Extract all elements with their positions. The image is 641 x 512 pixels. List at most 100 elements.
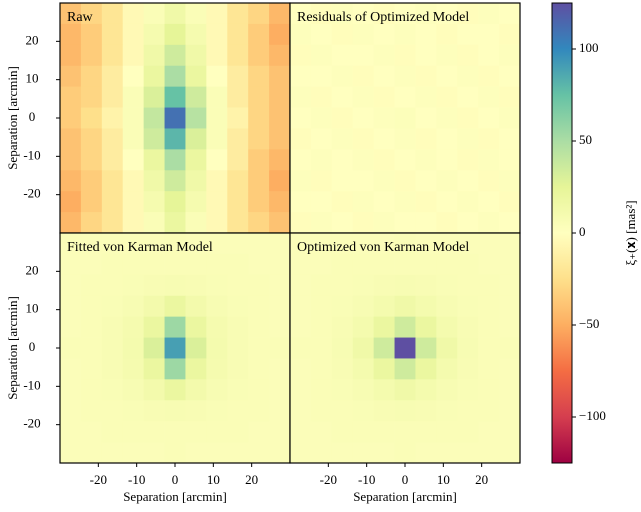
heatmap-cell: [478, 253, 500, 276]
heatmap-cell: [164, 379, 186, 401]
heatmap-cell: [310, 442, 333, 464]
heatmap-cell: [415, 44, 437, 67]
heatmap-cell: [227, 274, 249, 297]
heatmap-cell: [415, 3, 437, 25]
heatmap-cell: [185, 107, 207, 129]
heatmap-cell: [206, 379, 228, 401]
y-tick-label: 0: [29, 109, 36, 124]
heatmap-cell: [143, 86, 165, 108]
heatmap-cell: [436, 23, 458, 46]
heatmap-cell: [122, 3, 145, 25]
heatmap-cell: [415, 421, 437, 443]
y-tick-label: 0: [29, 339, 36, 354]
heatmap-cell: [248, 23, 270, 46]
heatmap-cell: [436, 358, 458, 380]
heatmap-cell: [206, 191, 228, 213]
heatmap-cell: [164, 337, 186, 359]
heatmap-cell: [80, 107, 103, 129]
heatmap-cell: [373, 379, 395, 401]
heatmap-cell: [101, 107, 124, 129]
heatmap-cell: [499, 191, 521, 213]
heatmap-cell: [143, 253, 165, 276]
heatmap-cell: [164, 149, 186, 171]
heatmap-cell: [269, 379, 291, 401]
heatmap-cell: [80, 86, 103, 108]
heatmap-cell: [415, 191, 437, 213]
heatmap-cell: [290, 191, 312, 213]
heatmap-cell: [415, 358, 437, 380]
heatmap-cell: [373, 274, 395, 297]
heatmap-cell: [80, 3, 103, 25]
heatmap-cell: [310, 421, 333, 443]
heatmap-cell: [101, 316, 124, 338]
heatmap-cell: [269, 3, 291, 25]
heatmap-cell: [164, 191, 186, 213]
heatmap-cell: [310, 191, 333, 213]
heatmap-cell: [478, 23, 500, 46]
heatmap-cell: [373, 233, 395, 255]
heatmap-cell: [499, 421, 521, 443]
heatmap-cell: [394, 442, 416, 464]
heatmap-cell: [352, 191, 375, 213]
heatmap-cell: [457, 274, 479, 297]
heatmap-cell: [415, 442, 437, 464]
heatmap-cell: [352, 128, 375, 150]
heatmap-cell: [164, 65, 186, 88]
heatmap-cell: [394, 212, 416, 234]
heatmap-cell: [248, 316, 270, 338]
heatmap-cell: [80, 191, 103, 213]
heatmap-cell: [499, 212, 521, 234]
heatmap-cell: [248, 233, 270, 255]
heatmap-cell: [373, 44, 395, 67]
heatmap-cell: [206, 358, 228, 380]
heatmap-cell: [499, 170, 521, 192]
heatmap-cell: [310, 274, 333, 297]
heatmap-cell: [227, 253, 249, 276]
heatmap-cell: [122, 65, 145, 88]
heatmap-cell: [206, 212, 228, 234]
heatmap-cell: [101, 442, 124, 464]
heatmap-cell: [352, 316, 375, 338]
heatmap-cell: [394, 379, 416, 401]
heatmap-cell: [206, 400, 228, 422]
heatmap-cell: [248, 421, 270, 443]
heatmap-cell: [269, 295, 291, 318]
heatmap-cell: [185, 3, 207, 25]
heatmap-cell: [101, 149, 124, 171]
heatmap-cell: [60, 337, 82, 359]
heatmap-cell: [60, 107, 82, 129]
heatmap-cell: [60, 170, 82, 192]
heatmap-cell: [415, 233, 437, 255]
heatmap-cell: [436, 107, 458, 129]
heatmap-cell: [122, 295, 145, 318]
heatmap-cell: [478, 107, 500, 129]
heatmap-cell: [185, 233, 207, 255]
heatmap-cell: [478, 316, 500, 338]
y-axis-label: Separation [arcmin]: [5, 296, 20, 400]
heatmap-cell: [164, 358, 186, 380]
heatmap-cell: [248, 44, 270, 67]
panel-title: Residuals of Optimized Model: [297, 10, 469, 25]
heatmap-cell: [269, 149, 291, 171]
heatmap-cell: [206, 23, 228, 46]
heatmap-cell: [269, 400, 291, 422]
heatmap-cell: [394, 44, 416, 67]
heatmap-cell: [248, 253, 270, 276]
heatmap-cell: [227, 212, 249, 234]
heatmap-cell: [331, 149, 354, 171]
y-tick-label: 20: [26, 32, 39, 47]
heatmap-cell: [164, 442, 186, 464]
heatmap-cell: [499, 86, 521, 108]
heatmap-cell: [331, 233, 354, 255]
heatmap-cell: [80, 337, 103, 359]
heatmap-cell: [206, 44, 228, 67]
heatmap-cell: [206, 149, 228, 171]
heatmap-cell: [331, 379, 354, 401]
y-tick-label: -20: [23, 186, 40, 201]
heatmap-cell: [227, 191, 249, 213]
heatmap-cell: [394, 421, 416, 443]
heatmap-cell: [436, 233, 458, 255]
heatmap-cell: [478, 442, 500, 464]
x-tick-label: -10: [358, 472, 375, 487]
heatmap-cell: [185, 421, 207, 443]
